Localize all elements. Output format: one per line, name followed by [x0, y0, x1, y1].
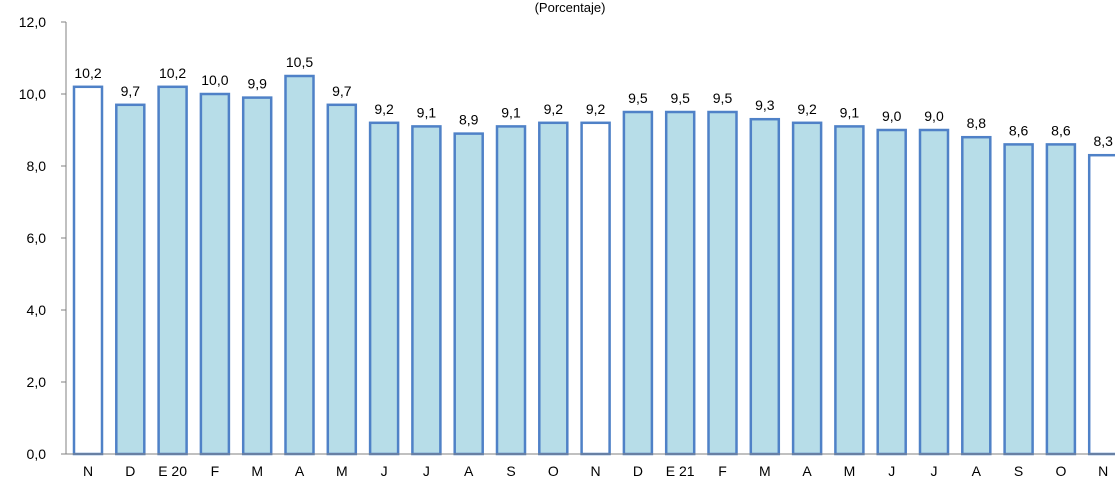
data-label: 10,2 — [159, 65, 186, 81]
data-label: 9,7 — [121, 83, 141, 99]
bar — [241, 96, 273, 456]
x-tick-label: N — [1098, 463, 1108, 479]
x-tick-label: M — [251, 463, 263, 479]
bar — [876, 128, 907, 456]
data-label: 9,9 — [247, 76, 267, 92]
x-tick-label: N — [83, 463, 93, 479]
y-tick-label: 8,0 — [27, 158, 47, 174]
x-tick-label: J — [931, 463, 938, 479]
data-label: 9,5 — [713, 90, 733, 106]
data-label: 8,9 — [459, 112, 479, 128]
bar — [115, 103, 146, 456]
x-tick-label: M — [759, 463, 771, 479]
x-tick-label: F — [211, 463, 220, 479]
data-label: 9,1 — [840, 104, 860, 120]
x-tick-label: J — [888, 463, 895, 479]
bar — [622, 110, 654, 456]
x-tick-label: O — [548, 463, 559, 479]
y-tick-label: 0,0 — [27, 446, 47, 462]
bar — [368, 121, 400, 456]
bar — [961, 135, 992, 456]
x-tick-label: S — [1014, 463, 1023, 479]
x-axis: N D E 20 F M A M J J A S O N D E 21 F M A M J J A S O N — [66, 453, 1115, 479]
data-label: 9,0 — [882, 108, 902, 124]
bar — [538, 121, 569, 456]
y-tick-label: 4,0 — [27, 302, 47, 318]
data-label: 8,6 — [1009, 122, 1029, 138]
data-label: 8,8 — [967, 115, 987, 131]
bar — [749, 117, 781, 456]
data-label: 8,3 — [1093, 133, 1113, 149]
x-tick-label: N — [591, 463, 601, 479]
bar — [284, 74, 315, 456]
bar — [495, 125, 527, 456]
data-label: 8,6 — [1051, 122, 1071, 138]
bar — [411, 125, 442, 456]
x-tick-label: A — [972, 463, 982, 479]
data-label: 9,5 — [628, 90, 648, 106]
chart-subtitle: (Porcentaje) — [535, 0, 606, 15]
data-label: 10,0 — [201, 72, 228, 88]
data-label: 9,1 — [417, 104, 437, 120]
data-label: 9,3 — [755, 97, 775, 113]
x-tick-label: A — [295, 463, 305, 479]
bar — [1045, 143, 1077, 456]
bar — [707, 110, 738, 456]
bar — [453, 132, 484, 456]
x-tick-label: J — [423, 463, 430, 479]
bar — [580, 121, 611, 456]
data-label: 9,2 — [374, 101, 394, 117]
x-tick-label: F — [718, 463, 727, 479]
data-label: 9,5 — [670, 90, 690, 106]
bar — [664, 110, 696, 456]
bar — [918, 128, 950, 456]
data-label: 9,2 — [586, 101, 606, 117]
bar — [157, 85, 188, 456]
x-tick-label: E 20 — [158, 463, 187, 479]
y-tick-label: 6,0 — [27, 230, 47, 246]
y-axis: 0,0 2,0 4,0 6,0 8,0 10,0 12,0 — [19, 14, 67, 462]
y-tick-label: 12,0 — [19, 14, 46, 30]
x-tick-label: S — [506, 463, 515, 479]
x-tick-label: M — [336, 463, 348, 479]
bar — [834, 125, 865, 456]
bar — [791, 121, 823, 456]
bar — [72, 85, 104, 456]
y-tick-label: 10,0 — [19, 86, 46, 102]
data-label: 9,2 — [797, 101, 817, 117]
x-tick-label: D — [125, 463, 135, 479]
data-label: 9,1 — [501, 104, 521, 120]
bars-group — [72, 74, 1115, 456]
bar — [1003, 143, 1034, 456]
bar — [1087, 153, 1115, 456]
data-label: 9,2 — [544, 101, 564, 117]
data-label: 9,7 — [332, 83, 352, 99]
data-labels-group: 10,2 9,7 10,2 10,0 9,9 10,5 9,7 9,2 9,1 8,9 9,1 9,2… — [74, 54, 1113, 149]
x-tick-label: A — [802, 463, 812, 479]
x-tick-label: M — [844, 463, 856, 479]
y-tick-label: 2,0 — [27, 374, 47, 390]
x-tick-label: J — [381, 463, 388, 479]
x-tick-label: E 21 — [666, 463, 695, 479]
data-label: 10,2 — [74, 65, 101, 81]
data-label: 10,5 — [286, 54, 313, 70]
x-tick-label: D — [633, 463, 643, 479]
x-tick-label: O — [1055, 463, 1066, 479]
data-label: 9,0 — [924, 108, 944, 124]
x-tick-label: A — [464, 463, 474, 479]
bar — [199, 92, 231, 456]
bar — [326, 103, 358, 456]
